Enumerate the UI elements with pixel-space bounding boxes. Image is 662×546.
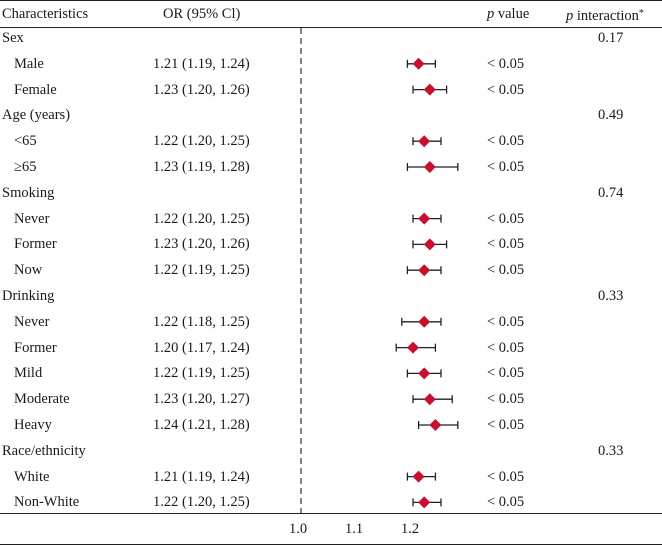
p-interaction-value: 0.17 xyxy=(598,30,624,46)
p-value: < 0.05 xyxy=(487,417,525,433)
p-value: < 0.05 xyxy=(487,391,525,408)
header-rule xyxy=(0,27,662,28)
or-point-diamond xyxy=(418,264,431,277)
header-p-value-rest: value xyxy=(494,6,530,22)
p-value: < 0.05 xyxy=(487,365,525,382)
p-value: < 0.05 xyxy=(487,262,525,279)
subgroup-label: Now xyxy=(14,262,43,279)
or-point-diamond xyxy=(418,315,431,328)
or-ci-value: 1.23 (1.20, 1.26) xyxy=(153,236,250,253)
or-point-diamond xyxy=(418,212,431,225)
or-point-diamond xyxy=(423,393,436,406)
p-value: < 0.05 xyxy=(487,55,525,72)
p-value: < 0.05 xyxy=(487,468,525,485)
or-point-diamond xyxy=(407,341,419,354)
or-ci-value: 1.22 (1.18, 1.25) xyxy=(153,313,250,330)
p-value: < 0.05 xyxy=(487,339,525,356)
group-label: Drinking xyxy=(2,288,55,304)
or-ci-value: 1.21 (1.19, 1.24) xyxy=(153,55,250,72)
group-label: Smoking xyxy=(2,184,55,201)
or-point-diamond xyxy=(418,367,431,380)
axis-rule xyxy=(0,513,662,514)
group-label: Age (years) xyxy=(2,107,71,124)
group-label: Sex xyxy=(2,30,24,46)
subgroup-label: <65 xyxy=(14,133,37,150)
x-tick-label: 1.0 xyxy=(289,521,308,537)
group-label: Race/ethnicity xyxy=(2,442,86,459)
or-ci-value: 1.20 (1.17, 1.24) xyxy=(153,339,250,356)
or-point-diamond xyxy=(423,83,436,96)
p-value: < 0.05 xyxy=(487,81,525,98)
x-tick-label: 1.2 xyxy=(401,521,420,537)
subgroup-label: Mild xyxy=(14,365,43,382)
or-ci-value: 1.23 (1.20, 1.26) xyxy=(153,81,250,98)
p-value: < 0.05 xyxy=(487,313,525,330)
or-ci-value: 1.21 (1.19, 1.24) xyxy=(153,468,250,485)
or-ci-value: 1.22 (1.19, 1.25) xyxy=(153,262,250,279)
header-p-value-p: p xyxy=(487,6,495,22)
or-point-diamond xyxy=(412,470,425,483)
or-point-diamond xyxy=(429,419,442,431)
header-p-interaction-rest: interaction xyxy=(573,8,639,24)
or-ci-value: 1.22 (1.20, 1.25) xyxy=(153,494,250,511)
or-point-diamond xyxy=(412,57,425,70)
or-point-diamond xyxy=(423,161,436,173)
subgroup-label: Former xyxy=(14,339,57,356)
subgroup-label: ≥65 xyxy=(14,159,37,175)
bottom-rule xyxy=(0,544,662,545)
subgroup-label: Non-White xyxy=(14,494,80,511)
p-interaction-value: 0.33 xyxy=(598,288,624,304)
p-interaction-value: 0.74 xyxy=(598,184,624,201)
header-p-value: p value xyxy=(487,5,529,23)
subgroup-label: White xyxy=(14,468,50,485)
subgroup-label: Former xyxy=(14,236,57,253)
subgroup-label: Female xyxy=(14,81,57,98)
subgroup-label: Never xyxy=(14,210,50,227)
header-p-interaction: p interaction* xyxy=(566,5,644,25)
x-tick-label: 1.1 xyxy=(345,521,364,537)
header-p-interaction-p: p xyxy=(566,8,574,24)
p-value: < 0.05 xyxy=(487,133,525,150)
or-point-diamond xyxy=(423,238,436,251)
subgroup-label: Moderate xyxy=(14,391,70,408)
p-value: < 0.05 xyxy=(487,159,525,175)
or-ci-value: 1.22 (1.20, 1.25) xyxy=(153,133,250,150)
or-ci-value: 1.22 (1.20, 1.25) xyxy=(153,210,250,227)
subgroup-label: Never xyxy=(14,313,50,330)
header-p-interaction-star: * xyxy=(638,8,644,19)
p-value: < 0.05 xyxy=(487,494,525,511)
header-or-ci: OR (95% Cl) xyxy=(163,6,241,22)
subgroup-label: Heavy xyxy=(14,417,52,433)
subgroup-label: Male xyxy=(14,55,44,72)
or-ci-value: 1.22 (1.19, 1.25) xyxy=(153,365,250,382)
header-characteristics: Characteristics xyxy=(2,6,89,22)
p-value: < 0.05 xyxy=(487,236,525,253)
or-point-diamond xyxy=(418,496,431,509)
p-interaction-value: 0.33 xyxy=(598,442,624,459)
p-value: < 0.05 xyxy=(487,210,525,227)
top-rule xyxy=(0,0,662,1)
p-interaction-value: 0.49 xyxy=(598,107,624,124)
or-point-diamond xyxy=(418,135,431,148)
or-ci-value: 1.23 (1.20, 1.27) xyxy=(153,391,250,408)
or-ci-value: 1.24 (1.21, 1.28) xyxy=(153,417,250,433)
or-ci-value: 1.23 (1.19, 1.28) xyxy=(153,159,250,175)
